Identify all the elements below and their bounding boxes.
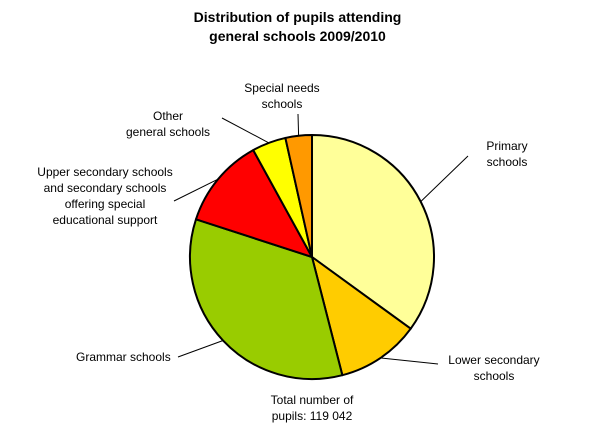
label-other-line-2: general schools (125, 125, 211, 139)
leader-line-grammar (177, 340, 224, 358)
chart-title-line-1: Distribution of pupils attending (193, 9, 402, 25)
total-line-1: Total number of (270, 393, 354, 407)
label-special-needs-line-1: Special needs (244, 81, 320, 95)
label-primary-line-2: schools (486, 155, 528, 169)
pie-slice-primary (311, 134, 435, 330)
label-lower-secondary-line-1: Lower secondary (448, 353, 540, 367)
label-lower-secondary-schools: Lower secondary schools (434, 352, 554, 384)
total-line-2: pupils: 119 042 (271, 409, 353, 423)
label-primary-line-1: Primary (486, 139, 528, 153)
label-upper-secondary-line-1: Upper secondary schools (37, 165, 173, 179)
label-grammar-line-1: Grammar schools (76, 350, 171, 364)
leader-line-special-needs (297, 113, 300, 136)
leader-line-upper-secondary (173, 178, 219, 202)
label-lower-secondary-line-2: schools (473, 369, 515, 383)
label-upper-secondary-schools: Upper secondary schools and secondary sc… (20, 164, 190, 228)
leader-line-other-general (221, 117, 270, 144)
label-other-line-1: Other (152, 109, 183, 123)
chart-title-line-2: general schools 2009/2010 (209, 28, 386, 44)
label-upper-secondary-line-3: offering special (64, 197, 146, 211)
leader-line-lower-secondary (380, 357, 439, 365)
pie-slice-grammar (189, 218, 344, 380)
label-special-needs-schools: Special needs schools (236, 80, 328, 112)
label-upper-secondary-line-2: and secondary schools (43, 181, 167, 195)
label-other-general-schools: Other general schools (116, 108, 220, 140)
leader-line-primary (420, 155, 469, 202)
label-primary-schools: Primary schools (472, 138, 542, 170)
label-special-needs-line-2: schools (261, 97, 303, 111)
total-pupils-label: Total number of pupils: 119 042 (252, 392, 372, 424)
label-grammar-schools: Grammar schools (76, 349, 171, 365)
chart-title: Distribution of pupils attending general… (0, 8, 595, 46)
label-upper-secondary-line-4: educational support (52, 213, 158, 227)
